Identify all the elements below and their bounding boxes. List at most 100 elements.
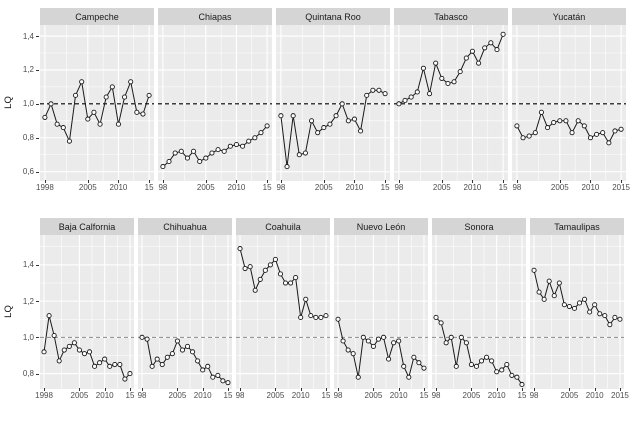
data-point: [86, 349, 93, 355]
x-tick-mark: [202, 388, 204, 391]
data-point: [117, 361, 123, 368]
data-point: [240, 143, 246, 149]
x-tick-mark: [373, 388, 375, 391]
data-point: [205, 363, 211, 369]
data-point: [272, 256, 278, 263]
data-point: [296, 152, 302, 158]
data-point: [48, 101, 54, 107]
data-point: [520, 135, 526, 141]
x-axis: 1998 2005 2010 15: [36, 180, 154, 194]
data-point: [178, 148, 184, 154]
facet-strip-label: Chihuahua: [138, 218, 232, 235]
x-tick-mark: [236, 180, 238, 183]
panel-background: [394, 25, 508, 181]
y-tick-label: 0,8: [22, 369, 34, 379]
y-tick-mark: [36, 36, 39, 38]
facet-strip-label: Coahuila: [236, 218, 330, 235]
data-point: [468, 361, 474, 368]
x-tick-mark: [323, 180, 325, 183]
x-axis: 98 2005 2010 15: [334, 388, 428, 402]
data-point: [195, 358, 201, 364]
x-tick-label: 1998: [35, 183, 54, 192]
y-axis: LQ 1,4 1,2 1,0 0,8: [0, 218, 40, 402]
x-tick-label: 1998: [35, 391, 53, 400]
data-point: [370, 87, 376, 93]
data-point: [210, 374, 216, 380]
data-point: [566, 304, 572, 310]
data-point: [122, 94, 128, 100]
x-tick-label: 2005: [314, 183, 333, 192]
y-tick-mark: [36, 171, 39, 173]
x-tick-label: 2010: [291, 391, 310, 400]
data-point: [382, 91, 388, 97]
data-point: [478, 358, 485, 364]
data-point: [350, 351, 356, 357]
facet-panel-campeche: Campeche 1998 2005 2010 15: [36, 8, 154, 194]
x-tick-mark: [472, 180, 474, 183]
data-point: [612, 314, 618, 320]
x-tick-mark: [325, 388, 327, 391]
data-point: [92, 363, 98, 369]
data-point: [169, 351, 175, 357]
facet-panel-sonora: Sonora 98 2005 2010 15: [432, 218, 526, 402]
facet-panel-nuevo-le-n: Nuevo León 98 2005 2010 15: [334, 218, 428, 402]
data-point: [184, 343, 191, 349]
data-point: [592, 302, 598, 308]
x-tick-mark: [227, 388, 229, 391]
data-point: [606, 140, 612, 146]
data-point: [146, 92, 152, 98]
data-point: [42, 114, 48, 120]
data-point: [463, 55, 469, 61]
facet-strip-label: Yucatán: [512, 8, 626, 25]
data-point: [414, 89, 420, 95]
data-point: [406, 374, 412, 380]
x-tick-mark: [142, 388, 144, 391]
data-point: [258, 130, 264, 136]
data-point: [66, 138, 72, 144]
data-point: [184, 155, 190, 161]
y-tick-label: 1,4: [22, 31, 34, 41]
data-point: [277, 271, 284, 277]
data-point: [482, 45, 488, 51]
data-point: [451, 79, 457, 85]
facet-panel-tamaulipas: Tamaulipas 98 2005 2010 2015: [530, 218, 629, 402]
data-point: [556, 280, 562, 286]
data-point: [313, 314, 319, 320]
data-point: [489, 358, 495, 364]
x-tick-mark: [516, 180, 518, 183]
data-point: [54, 121, 60, 127]
data-point: [557, 118, 563, 124]
data-point: [134, 109, 140, 115]
data-point: [315, 130, 321, 136]
data-point: [97, 121, 103, 127]
data-point: [309, 118, 315, 124]
data-point: [154, 356, 160, 362]
facet-panel-chiapas: Chiapas 98 2005 2010 15: [158, 8, 272, 194]
x-tick-label: 2010: [389, 391, 408, 400]
x-tick-mark: [559, 180, 561, 183]
data-point: [335, 316, 341, 322]
x-tick-mark: [87, 180, 89, 183]
y-tick-mark: [36, 264, 39, 266]
plot-area: [276, 25, 390, 181]
data-point: [66, 343, 72, 349]
data-point: [445, 80, 451, 87]
x-tick-label: 2010: [193, 391, 212, 400]
data-point: [164, 354, 170, 360]
data-point: [197, 158, 203, 165]
x-tick-mark: [534, 388, 536, 391]
x-tick-mark: [621, 180, 623, 183]
facet-strip-label: Quintana Roo: [276, 8, 390, 25]
x-axis: 98 2005 2010 15: [158, 180, 272, 194]
facet-row-top: LQ 1,4 1,2 1,0 0,8 0,6 Campeche 1998 2005 2010 15 C…: [0, 8, 630, 194]
x-tick-mark: [441, 180, 443, 183]
data-point: [227, 143, 233, 149]
data-point: [386, 356, 392, 362]
data-point: [355, 374, 361, 380]
x-tick-label: 15: [517, 391, 527, 400]
data-point: [531, 267, 537, 273]
x-tick-label: 98: [394, 183, 404, 192]
x-tick-mark: [177, 388, 179, 391]
data-point: [293, 275, 299, 281]
facet-strip-label: Campeche: [40, 8, 154, 25]
